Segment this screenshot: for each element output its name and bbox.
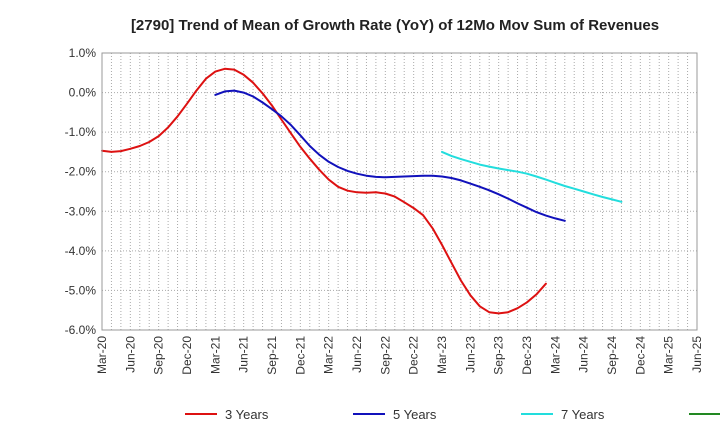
y-tick-label: -5.0% — [65, 283, 97, 297]
series-line-3-years — [101, 67, 547, 315]
x-tick-label: Mar-22 — [322, 336, 336, 374]
plot-area-frame — [101, 52, 698, 331]
y-tick-label: -3.0% — [65, 204, 97, 218]
x-tick-label: Jun-25 — [690, 336, 704, 373]
x-tick-label: Dec-24 — [633, 336, 647, 375]
legend-label: 7 Years — [561, 407, 605, 422]
legend-label: 3 Years — [225, 407, 269, 422]
x-tick-label: Dec-23 — [520, 336, 534, 375]
y-tick-label: 1.0% — [69, 46, 97, 60]
y-tick-label: 0.0% — [69, 86, 97, 100]
x-tick-label: Dec-21 — [293, 336, 307, 375]
x-tick-label: Sep-24 — [605, 336, 619, 375]
x-tick-label: Sep-21 — [265, 336, 279, 375]
y-tick-label: -4.0% — [65, 244, 97, 258]
chart-title: [2790] Trend of Mean of Growth Rate (YoY… — [131, 17, 659, 34]
series-lines — [101, 67, 623, 315]
legend-item-3-years: 3 Years — [185, 407, 269, 422]
legend-item-7-years: 7 Years — [521, 407, 605, 422]
x-tick-label: Mar-20 — [95, 336, 109, 374]
legend-label: 5 Years — [393, 407, 437, 422]
x-tick-label: Jun-23 — [463, 336, 477, 373]
x-tick-label: Mar-24 — [548, 336, 562, 374]
y-tick-label: -1.0% — [65, 125, 97, 139]
x-tick-label: Sep-22 — [378, 336, 392, 375]
x-tick-label: Mar-25 — [662, 336, 676, 374]
legend-item-10-years: 10 Years — [689, 413, 720, 415]
x-tick-label: Dec-22 — [407, 336, 421, 375]
legend-item-5-years: 5 Years — [353, 407, 437, 422]
series-line-5-years — [214, 89, 566, 222]
x-tick-label: Jun-24 — [577, 336, 591, 373]
x-tick-label: Sep-20 — [152, 336, 166, 375]
x-tick-label: Mar-23 — [435, 336, 449, 374]
series-line-7-years — [441, 150, 623, 203]
x-tick-label: Dec-20 — [180, 336, 194, 375]
y-tick-label: -2.0% — [65, 165, 97, 179]
x-tick-label: Jun-20 — [123, 336, 137, 373]
x-tick-label: Jun-21 — [237, 336, 251, 373]
y-axis-ticks: 1.0% 0.0% -1.0% -2.0% -3.0% -4.0% -5.0% -6.0% — [65, 46, 97, 337]
x-tick-label: Sep-23 — [492, 336, 506, 375]
x-tick-label: Mar-21 — [208, 336, 222, 374]
grid — [102, 53, 697, 330]
x-tick-label: Jun-22 — [350, 336, 364, 373]
x-axis-ticks: Mar-20 Jun-20 Sep-20 Dec-20 Mar-21 Jun-21 Sep-… — [95, 336, 704, 375]
y-tick-label: -6.0% — [65, 323, 97, 337]
legend: 3 Years 5 Years 7 Years 10 Years — [185, 407, 720, 422]
